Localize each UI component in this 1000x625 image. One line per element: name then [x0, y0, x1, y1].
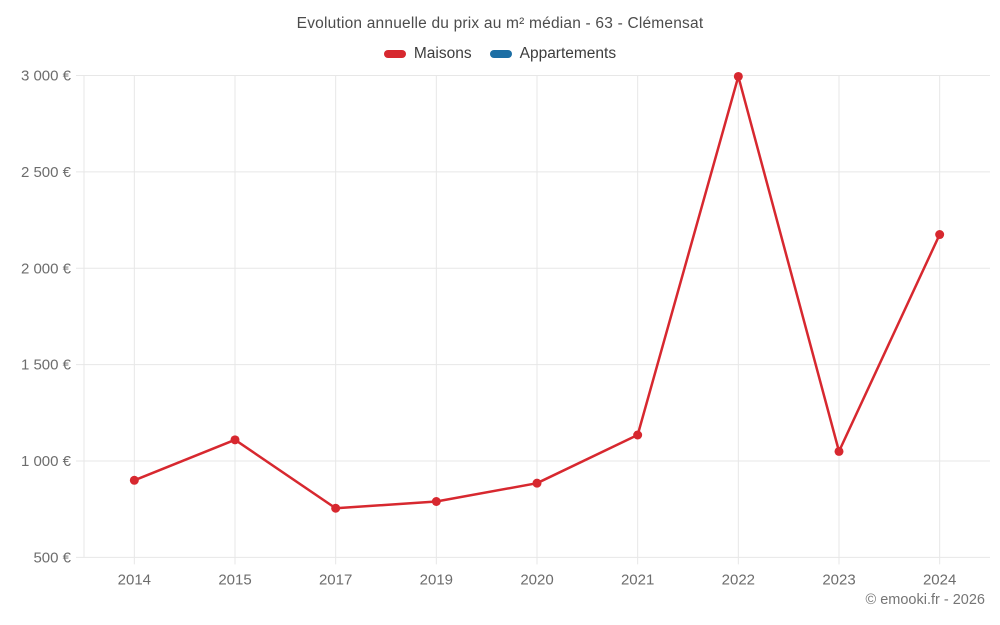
legend-item-maisons[interactable]: Maisons	[383, 45, 472, 63]
data-point[interactable]	[129, 475, 139, 485]
x-axis-label: 2015	[218, 571, 251, 588]
x-axis-label: 2022	[722, 571, 755, 588]
y-axis-label: 1 500 €	[21, 357, 72, 374]
data-point[interactable]	[532, 478, 542, 488]
y-axis-label: 2 000 €	[21, 260, 72, 277]
data-point[interactable]	[935, 230, 945, 240]
legend-label-appartements: Appartements	[519, 45, 617, 62]
x-axis-label: 2019	[420, 571, 453, 588]
data-point[interactable]	[230, 435, 240, 445]
data-point[interactable]	[431, 496, 441, 506]
legend-label-maisons: Maisons	[413, 45, 472, 62]
data-point[interactable]	[633, 430, 643, 440]
legend-item-appartements[interactable]: Appartements	[489, 45, 617, 63]
copyright-link[interactable]: © emooki.fr - 2026	[865, 592, 985, 608]
data-point[interactable]	[834, 446, 844, 456]
x-axis-label: 2017	[319, 571, 352, 588]
appartements-swatch-icon	[489, 50, 512, 58]
data-point[interactable]	[331, 503, 341, 513]
legend: Maisons Appartements	[0, 45, 1000, 63]
x-axis-label: 2020	[520, 571, 553, 588]
x-axis-label: 2023	[822, 571, 855, 588]
x-axis-label: 2021	[621, 571, 654, 588]
y-axis-label: 500 €	[33, 549, 71, 566]
y-axis-label: 1 000 €	[21, 453, 72, 470]
x-axis-label: 2014	[118, 571, 151, 588]
y-axis-label: 3 000 €	[21, 68, 72, 85]
x-axis-label: 2024	[923, 571, 956, 588]
maisons-swatch-icon	[383, 50, 406, 58]
chart-title: Evolution annuelle du prix au m² médian …	[296, 15, 704, 32]
data-point[interactable]	[733, 71, 743, 81]
y-axis-label: 2 500 €	[21, 164, 72, 181]
